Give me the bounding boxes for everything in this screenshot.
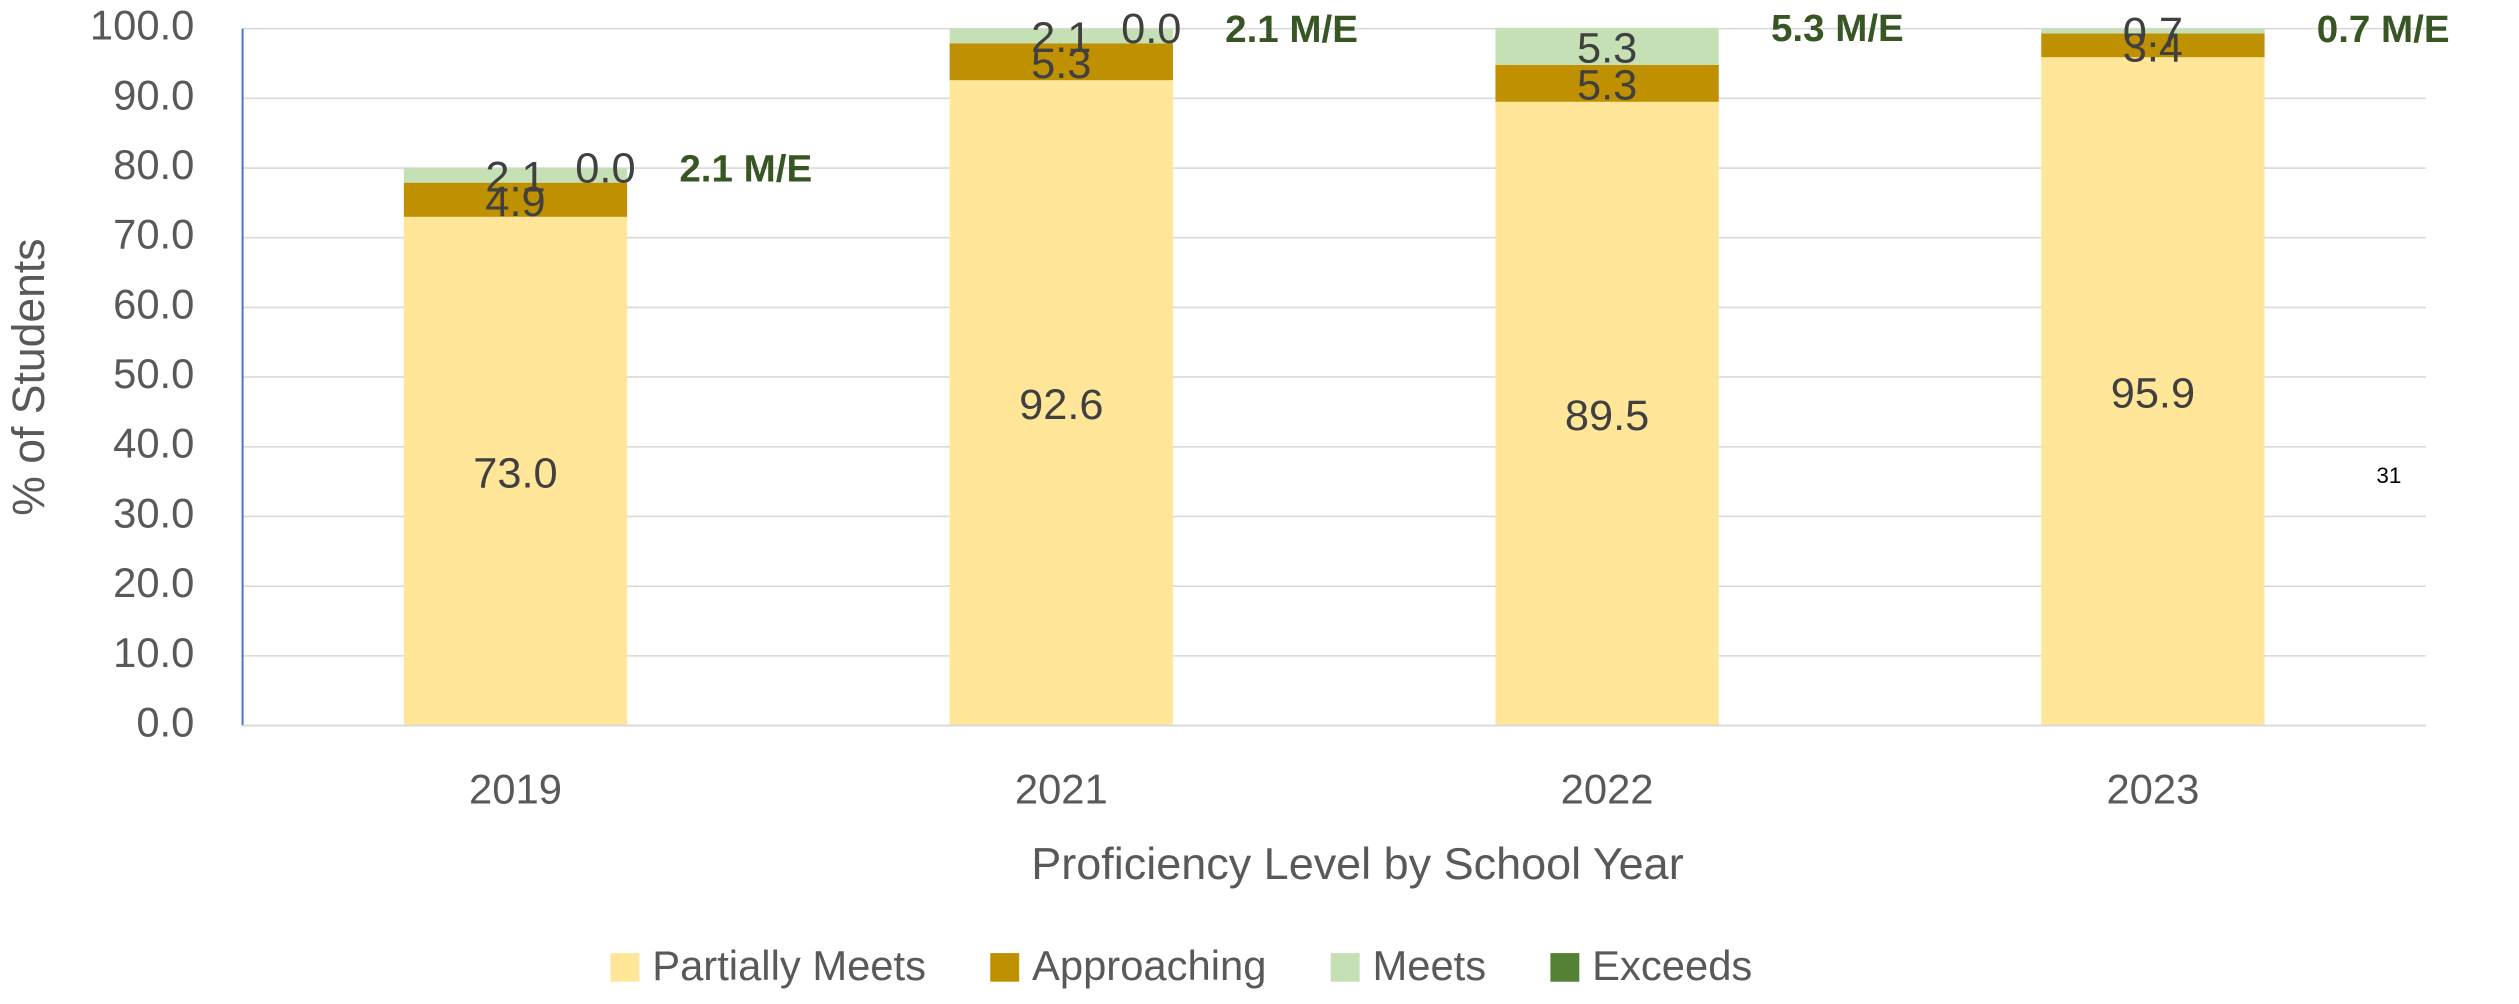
page-number: 31 <box>2376 463 2401 488</box>
annotation: 2.1 M/E <box>1225 8 1358 51</box>
data-label: 92.6 <box>1019 381 1103 429</box>
bar-segment <box>403 216 628 726</box>
bar-segment <box>1495 64 1719 102</box>
y-tick-label: 90.0 <box>113 71 194 118</box>
annotation: 2.1 M/E <box>679 147 812 190</box>
data-label: 0.0 <box>1121 5 1181 53</box>
bar-segment <box>2041 33 2265 58</box>
y-tick-label: 20.0 <box>113 559 194 606</box>
y-tick-label: 50.0 <box>113 350 194 397</box>
legend-swatch <box>610 953 640 982</box>
data-label: 5.3 <box>1577 25 1637 73</box>
data-label: 4.9 <box>485 178 545 226</box>
data-label: 2.1 <box>1031 14 1091 62</box>
data-label: 0.0 <box>575 145 635 193</box>
bar-segment <box>403 182 628 217</box>
y-tick-label: 60.0 <box>113 281 194 328</box>
y-tick-label: 70.0 <box>113 211 194 258</box>
y-tick-label: 10.0 <box>113 629 194 676</box>
legend-swatch <box>1330 953 1360 982</box>
y-axis-label: % of Students <box>4 238 54 515</box>
x-tick-label: 2019 <box>469 765 562 812</box>
data-label: 0.7 <box>2123 9 2183 57</box>
data-label: 2.1 <box>485 154 545 202</box>
bar-segment <box>403 168 628 183</box>
bar-segment <box>2041 57 2265 726</box>
data-label: 5.3 <box>1031 40 1091 88</box>
data-label: 89.5 <box>1565 392 1649 440</box>
annotation: 5.3 M/E <box>1771 7 1904 50</box>
legend: Partially Meets Approaching Meets Exceeds <box>610 942 1752 989</box>
bar-segment <box>949 43 1173 81</box>
y-tick-label: 100.0 <box>90 2 194 49</box>
x-tick-label: 2021 <box>1015 765 1108 812</box>
y-tick-label: 40.0 <box>113 420 194 467</box>
data-label: 5.3 <box>1577 62 1637 110</box>
data-label: 73.0 <box>473 449 557 497</box>
bar-segment <box>2041 28 2265 34</box>
y-tick-label: 80.0 <box>113 141 194 188</box>
data-label: 95.9 <box>2111 370 2195 418</box>
legend-label: Meets <box>1372 942 1486 989</box>
y-tick-label: 0.0 <box>136 699 194 746</box>
bar-segment <box>1495 27 1719 65</box>
annotation: 0.7 M/E <box>2317 8 2450 51</box>
x-tick-label: 2023 <box>2106 765 2199 812</box>
legend-swatch <box>990 953 1020 982</box>
x-tick-label: 2022 <box>1561 765 1654 812</box>
x-axis-label: Proficiency Level by School Year <box>1031 839 1683 889</box>
legend-label: Exceeds <box>1592 942 1752 989</box>
bar-segment <box>1495 101 1719 726</box>
legend-swatch <box>1550 953 1580 982</box>
legend-label: Approaching <box>1032 942 1266 989</box>
y-tick-label: 30.0 <box>113 490 194 537</box>
legend-label: Partially Meets <box>652 942 926 989</box>
bar-segment <box>949 28 1173 44</box>
bar-segment <box>949 80 1173 726</box>
